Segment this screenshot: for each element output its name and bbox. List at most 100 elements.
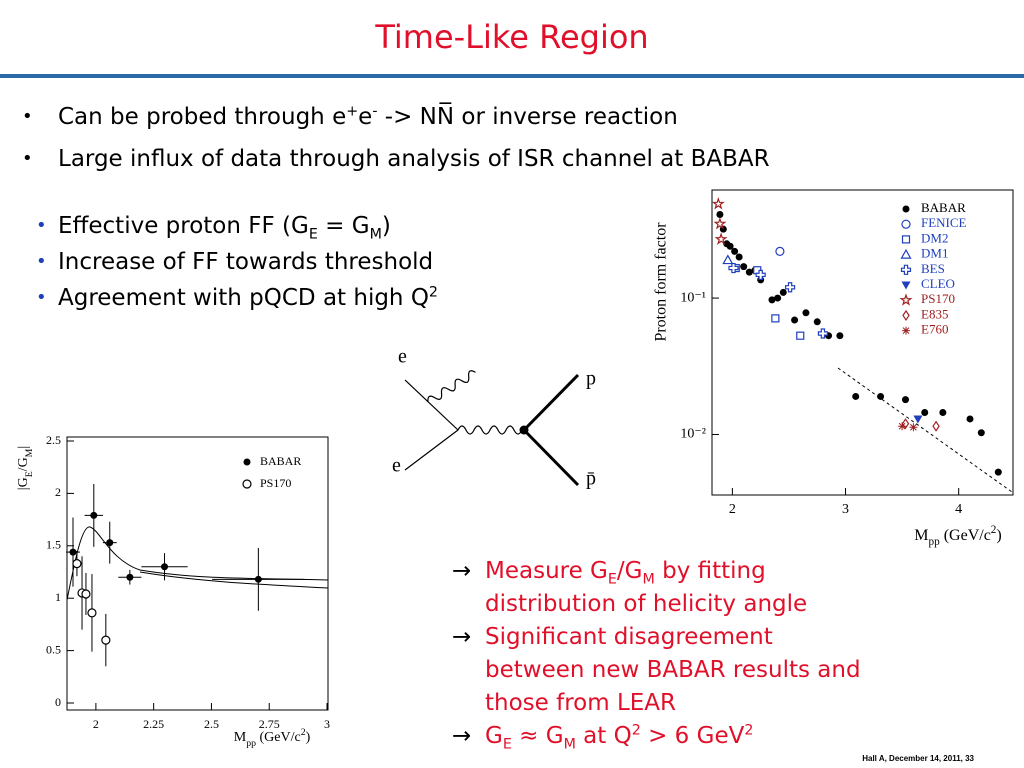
- x-axis-label: Mpp (GeV/c2): [914, 524, 1001, 548]
- data-point: [126, 573, 134, 581]
- data-point: [909, 423, 918, 432]
- text-run: e: [358, 104, 373, 130]
- text-run: at Q: [575, 723, 632, 749]
- data-point: [852, 392, 860, 400]
- data-point: [726, 242, 734, 250]
- text-run: ): [306, 730, 311, 745]
- data-point: [69, 548, 77, 556]
- vertex: [519, 425, 529, 435]
- data-point: [740, 263, 748, 271]
- data-point: [90, 511, 98, 519]
- y-tick-label: 1: [55, 590, 61, 604]
- slide-title: Time-Like Region: [375, 18, 649, 56]
- plot-frame: [711, 189, 1014, 496]
- x-tick-label: 2.75: [259, 717, 280, 731]
- fit-curve: [139, 571, 329, 589]
- data-point: [716, 210, 724, 218]
- legend-marker: [901, 281, 911, 290]
- text-run: Effective proton FF (G: [58, 213, 309, 239]
- text-run: = G: [317, 213, 370, 239]
- text-run: 2: [991, 524, 997, 536]
- text-run: 2: [428, 284, 438, 301]
- data-point: [711, 197, 725, 210]
- legend-label: PS170: [921, 291, 955, 306]
- list-item: GE ≈ GM at Q2 > 6 GeV2: [452, 720, 864, 753]
- data-point: [913, 415, 923, 424]
- text-run: M: [24, 448, 35, 457]
- text-run: 2: [631, 722, 641, 739]
- text-run: pp: [246, 738, 256, 749]
- data-point: [779, 288, 787, 296]
- text-run: ): [381, 213, 391, 239]
- legend-marker: [900, 264, 912, 275]
- data-point: [791, 316, 799, 324]
- list-item: Effective proton FF (GE = GM): [36, 209, 438, 245]
- data-point: [836, 332, 844, 340]
- list-item: Agreement with pQCD at high Q2: [36, 281, 438, 317]
- bullet-list: Can be probed through e+e- -> NN̅ or inv…: [22, 100, 770, 184]
- text-run: -: [372, 103, 378, 120]
- legend-marker: [900, 248, 912, 259]
- legend-label: CLEO: [921, 276, 955, 291]
- data-point: [877, 392, 885, 400]
- pqcd-fit: [837, 367, 1013, 493]
- text-run: |: [16, 446, 31, 449]
- data-point: [735, 253, 743, 261]
- text-run: M: [563, 736, 576, 753]
- diagram-label: e: [398, 346, 407, 368]
- text-run: E: [24, 471, 35, 477]
- data-point: [796, 331, 805, 340]
- text-run: 2: [744, 722, 754, 739]
- list-item: Significant disagreement between new BAB…: [452, 621, 864, 720]
- data-point: [813, 318, 821, 326]
- x-tick-label: 3: [842, 502, 849, 517]
- text-run: E: [607, 571, 617, 588]
- legend-marker: [899, 293, 913, 306]
- data-point: [771, 314, 780, 323]
- text-run: -> NN̅ or inverse reaction: [377, 104, 678, 130]
- list-item: Can be probed through e+e- -> NN̅ or inv…: [22, 100, 770, 142]
- y-tick-label: 10⁻¹: [680, 290, 706, 305]
- text-run: (GeV/c: [940, 527, 991, 544]
- text-run: |G: [16, 477, 31, 490]
- text-run: Significant disagreement between new BAB…: [485, 624, 861, 716]
- legend-label: FENICE: [921, 215, 967, 230]
- data-point: [714, 232, 728, 245]
- data-point: [81, 589, 91, 599]
- y-tick-label: 2: [55, 485, 61, 499]
- data-point: [254, 575, 262, 583]
- text-run: M: [234, 730, 247, 745]
- y-tick-label: 10⁻²: [680, 427, 706, 442]
- isr-photon: [427, 370, 476, 403]
- legend-marker: [902, 326, 910, 335]
- legend-marker: [902, 309, 910, 321]
- legend-label: DM1: [921, 246, 948, 261]
- data-point: [817, 328, 828, 339]
- text-run: Large influx of data through analysis of…: [58, 146, 770, 172]
- data-point: [106, 539, 114, 547]
- legend-label: E835: [921, 306, 948, 321]
- legend-label: E760: [921, 322, 948, 337]
- text-run: E: [308, 226, 318, 243]
- data-point: [775, 246, 785, 256]
- y-tick-label: 0.5: [46, 642, 61, 656]
- data-point: [731, 247, 739, 255]
- text-run: 2: [301, 727, 306, 738]
- text-run: /G: [16, 457, 31, 471]
- proton-line: [522, 373, 580, 432]
- fit-curve: [66, 526, 329, 601]
- x-tick-label: 2: [93, 717, 99, 731]
- data-point: [898, 422, 907, 431]
- data-point: [977, 429, 985, 437]
- legend-marker: [901, 219, 911, 229]
- text-run: by fitting distribution of helicity angl…: [485, 558, 808, 617]
- photon: [457, 425, 523, 435]
- text-run: ≈ G: [511, 723, 564, 749]
- text-run: +: [346, 103, 359, 120]
- x-axis-label: Mpp (GeV/c2): [234, 727, 311, 749]
- text-run: Can be probed through e: [58, 104, 347, 130]
- notes-list: Measure GE/GM by fitting distribution of…: [452, 555, 864, 753]
- data-point: [932, 420, 940, 432]
- y-axis-label: Proton form factor: [653, 222, 670, 342]
